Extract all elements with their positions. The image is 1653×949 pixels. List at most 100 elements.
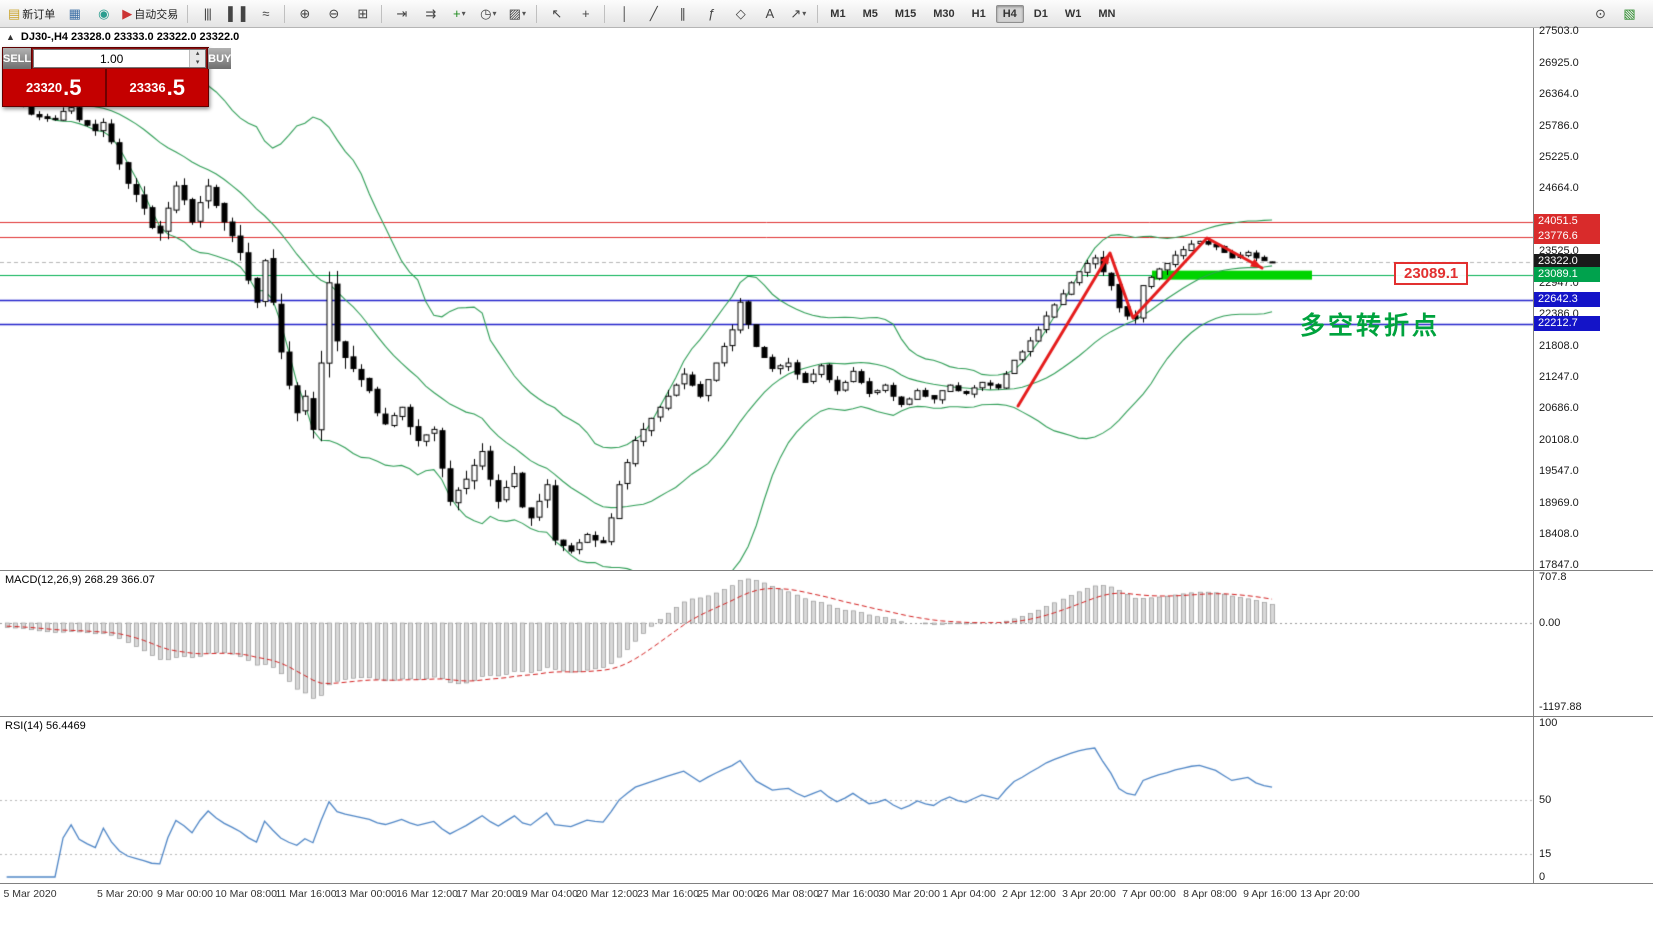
tile-windows-icon: ⊞ xyxy=(357,6,368,21)
tile-windows-button[interactable]: ⊞ xyxy=(348,2,376,26)
time-axis-label: 25 Mar 00:00 xyxy=(697,888,759,900)
channel-icon: ∥ xyxy=(679,6,686,21)
timeframe-button-m5[interactable]: M5 xyxy=(862,7,878,20)
magnifier-icon: ⊙ xyxy=(1595,6,1606,21)
price-axis-label: 19547.0 xyxy=(1539,465,1579,478)
timeframe-button-h4[interactable]: H4 xyxy=(995,4,1024,23)
channel-button[interactable]: ∥ xyxy=(668,2,696,26)
price-axis[interactable]: 27503.0 26925.0 26364.0 25786.0 25225.0 24664… xyxy=(1533,25,1653,883)
search-button[interactable]: ⊙ xyxy=(1586,2,1614,26)
time-axis-label: 10 Mar 08:00 xyxy=(215,888,277,900)
rsi-label: RSI(14) 56.4469 xyxy=(5,720,86,732)
time-axis-label: 13 Mar 00:00 xyxy=(335,888,397,900)
shift-end-button[interactable]: ⇥ xyxy=(387,2,415,26)
buy-price-button[interactable]: 23336 .5 xyxy=(106,69,208,106)
new-chart-button[interactable]: ▧ xyxy=(1615,2,1643,26)
timeframe-button-w1[interactable]: W1 xyxy=(1064,7,1082,20)
price-axis-label: 25225.0 xyxy=(1539,150,1579,163)
autotrading-button[interactable]: ▶ 自动交易 xyxy=(118,2,182,26)
auto-scroll-button[interactable]: ⇉ xyxy=(416,2,444,26)
time-axis[interactable]: 5 Mar 2020 5 Mar 20:00 9 Mar 00:00 10 Mar 0… xyxy=(0,883,1653,903)
timeframe-button-m30[interactable]: M30 xyxy=(933,7,955,20)
templates-button[interactable]: ▨ ▾ xyxy=(503,2,531,26)
toolbar-separator xyxy=(536,4,538,23)
toolbar-separator xyxy=(604,4,606,23)
periods-button[interactable]: ◷ ▾ xyxy=(474,2,502,26)
one-click-toggle-icon[interactable]: ▲ xyxy=(6,32,15,42)
price-axis-badge: 23089.1 xyxy=(1534,267,1600,283)
indicators-icon: + xyxy=(452,6,461,21)
zoom-in-icon: ⊕ xyxy=(299,6,310,21)
buy-button-label[interactable]: BUY xyxy=(207,48,232,69)
line-chart-button[interactable]: ≈ xyxy=(251,2,279,26)
time-axis-label: 2 Apr 12:00 xyxy=(1002,888,1056,900)
time-axis-label: 13 Apr 20:00 xyxy=(1300,888,1360,900)
dropdown-caret-icon[interactable]: ▾ xyxy=(461,9,466,18)
arrows-tool-button[interactable]: ↗ ▾ xyxy=(784,2,812,26)
lot-field: ▴ ▾ xyxy=(33,49,207,68)
bar-chart-button[interactable]: ||| xyxy=(193,2,221,26)
shapes-button[interactable]: ◇ xyxy=(726,2,754,26)
macd-axis-label: -1197.88 xyxy=(1539,701,1582,713)
text-tool-button[interactable]: A xyxy=(755,2,783,26)
pane-separator[interactable] xyxy=(0,570,1653,571)
zoom-in-button[interactable]: ⊕ xyxy=(290,2,318,26)
indicators-button[interactable]: + ▾ xyxy=(445,2,473,26)
price-axis-label: 21808.0 xyxy=(1539,339,1579,352)
toolbar: ▤ 新订单 ▦ ◉ ▶ 自动交易 ||| ▌▐ ≈ ⊕ ⊖ ⊞ ⇥ ⇉ + ▾ ◷ ▾ ▨ ▾ ↖ + │ ╱ ∥ ƒ ◇ A ↗ ▾ M… xyxy=(0,0,1653,28)
time-axis-label: 16 Mar 12:00 xyxy=(396,888,458,900)
price-axis-label: 17847.0 xyxy=(1539,559,1579,572)
dropdown-caret-icon[interactable]: ▾ xyxy=(802,9,807,18)
rsi-pane-canvas[interactable] xyxy=(0,717,1533,883)
shapes-icon: ◇ xyxy=(735,6,746,21)
charts-window-button[interactable]: ▦ xyxy=(60,2,88,26)
price-axis-badge: 22642.3 xyxy=(1534,291,1600,307)
dropdown-caret-icon[interactable]: ▾ xyxy=(492,9,497,18)
main-chart-canvas[interactable] xyxy=(0,28,1533,570)
buy-price-main: 23336 xyxy=(129,80,166,95)
timeframe-button-d1[interactable]: D1 xyxy=(1033,7,1048,20)
new-order-icon: ▤ xyxy=(8,6,20,21)
lot-decrease-button[interactable]: ▾ xyxy=(190,58,206,67)
timeframe-button-m1[interactable]: M1 xyxy=(830,7,846,20)
time-axis-label: 27 Mar 16:00 xyxy=(817,888,879,900)
toolbar-separator xyxy=(381,4,383,23)
time-axis-label: 11 Mar 16:00 xyxy=(275,888,337,900)
new-order-button[interactable]: ▤ 新订单 xyxy=(4,2,59,26)
lot-increase-button[interactable]: ▴ xyxy=(190,50,206,59)
price-axis-label: 23525.0 xyxy=(1539,245,1579,258)
timeframe-button-mn[interactable]: MN xyxy=(1098,7,1116,20)
dropdown-caret-icon[interactable]: ▾ xyxy=(521,9,526,18)
price-axis-badge: 23322.0 xyxy=(1534,254,1600,270)
profiles-button[interactable]: ◉ xyxy=(89,2,117,26)
timeframe-button-m15[interactable]: M15 xyxy=(894,7,917,20)
price-axis-label: 26925.0 xyxy=(1539,56,1579,69)
timeframe-button-h1[interactable]: H1 xyxy=(971,7,986,20)
symbol-header: ▲ DJ30-,H4 23328.0 23333.0 23322.0 23322… xyxy=(6,31,239,43)
price-axis-label: 20686.0 xyxy=(1539,402,1579,415)
trendline-button[interactable]: ╱ xyxy=(639,2,667,26)
line-chart-icon: ≈ xyxy=(262,6,269,21)
time-axis-label: 1 Apr 04:00 xyxy=(942,888,996,900)
macd-axis-label: 0.00 xyxy=(1539,617,1561,629)
arrows-tool-icon: ↗ xyxy=(790,6,801,21)
sell-button-label[interactable]: SELL xyxy=(3,48,33,69)
time-axis-label: 26 Mar 08:00 xyxy=(757,888,819,900)
lot-input[interactable] xyxy=(34,50,190,67)
price-axis-badge: 24051.5 xyxy=(1534,213,1600,229)
pane-separator[interactable] xyxy=(0,716,1653,717)
lot-spinner: ▴ ▾ xyxy=(189,50,206,67)
price-axis-label: 24664.0 xyxy=(1539,182,1579,195)
macd-axis-label: 707.8 xyxy=(1539,571,1567,583)
sell-price-button[interactable]: 23320 .5 xyxy=(3,69,107,106)
crosshair-icon: + xyxy=(582,6,590,21)
cursor-button[interactable]: ↖ xyxy=(542,2,570,26)
crosshair-button[interactable]: + xyxy=(571,2,599,26)
price-axis-label: 18408.0 xyxy=(1539,528,1579,541)
zoom-out-button[interactable]: ⊖ xyxy=(319,2,347,26)
vertical-line-button[interactable]: │ xyxy=(610,2,638,26)
macd-pane-canvas[interactable] xyxy=(0,571,1533,716)
fibonacci-button[interactable]: ƒ xyxy=(697,2,725,26)
candlestick-chart-button[interactable]: ▌▐ xyxy=(222,2,250,26)
toolbar-main-group: ▤ 新订单 ▦ ◉ ▶ 自动交易 ||| ▌▐ ≈ ⊕ ⊖ ⊞ ⇥ ⇉ + ▾ ◷ ▾ ▨ ▾ ↖ + │ ╱ ∥ ƒ ◇ A ↗ ▾ xyxy=(4,2,822,26)
